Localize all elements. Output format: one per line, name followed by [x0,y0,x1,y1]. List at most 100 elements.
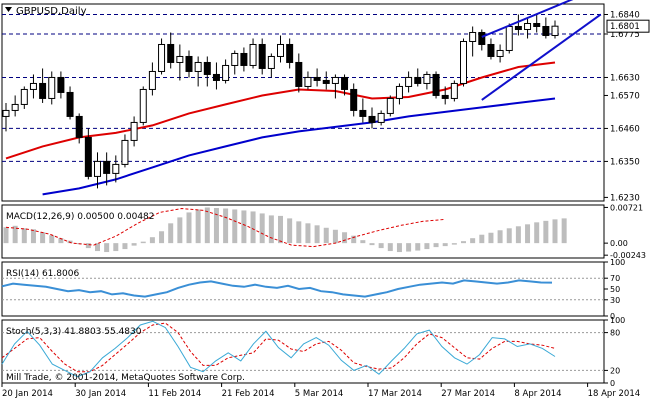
current-price-box [606,19,650,33]
candle-bull [249,43,257,66]
macd-histogram-bar [85,243,91,249]
candle-bear [103,160,111,174]
macd-histogram-bar [95,243,100,252]
macd-histogram-bar [332,229,338,244]
candle-bull [395,85,403,99]
candle-bear [341,76,349,90]
candle-bear [542,25,550,36]
rsi-line [1,279,553,298]
macd-histogram-bar [323,227,329,244]
macd-histogram-bar [58,238,64,244]
price-tick-label: 1.6230 [610,193,640,203]
macd-histogram-bar [168,223,174,244]
macd-histogram-bar [104,243,110,253]
candle-bear [441,94,449,99]
candle-bear [203,61,211,75]
macd-histogram-bar [250,211,256,244]
macd-histogram-bar [461,241,466,244]
macd-histogram-bar [140,241,146,244]
candle-bear [432,73,440,96]
candle-bull [524,22,532,30]
stoch-panel: 100 80 20 0 [1,316,625,388]
candle-bull [331,76,339,84]
candle-bull [505,25,513,51]
macd-histogram-bar [360,240,366,244]
candle-bull [222,64,230,81]
candle-bull [20,88,28,105]
time-tick-label: 27 Mar 2014 [441,389,495,399]
chart-menu-triangle-icon[interactable] [5,7,12,12]
candle-bull [377,112,385,123]
macd-histogram-bar [488,232,494,244]
time-tick-label: 17 Mar 2014 [368,389,422,399]
stoch-main-line [1,320,556,378]
candle-bear [66,91,74,117]
candle-bear [39,82,47,99]
candle-bear [359,109,367,117]
candle-bull [48,76,56,99]
candle-bear [258,43,266,69]
candle-bear [75,115,83,138]
candle-bull [29,82,37,90]
macd-histogram-bar [30,229,36,244]
candle-bull [121,139,129,165]
macd-histogram-bar [387,243,393,252]
macd-histogram-bar [213,207,219,244]
candle-bear [295,61,303,87]
rsi-tick-label: 50 [610,285,620,294]
macd-histogram-bar [525,224,531,244]
macd-label: MACD(12,26,9) 0.00500 0.00482 [6,212,155,222]
macd-histogram-bar [451,243,457,245]
rsi-tick-label: 100 [610,258,625,267]
candle-bull [469,31,477,42]
macd-histogram-bar [305,223,311,244]
time-tick-label: 11 Feb 2014 [148,389,201,399]
macd-histogram-bar [113,243,119,252]
macd-histogram-bar [552,219,558,244]
candle-bull [450,82,458,99]
macd-histogram-bar [259,213,265,244]
macd-histogram-bar [223,208,229,244]
price-tick-label: 1.6570 [610,91,640,101]
copyright-footer: Mill Trade, © 2001-2014, MetaQuotes Soft… [6,373,245,383]
candle-bull [94,160,101,177]
stoch-tick-label: 20 [610,366,620,375]
macd-histogram-bar [351,235,357,244]
candle-bear [533,22,541,27]
candle-bear [414,76,422,84]
macd-histogram-bar [424,243,430,250]
stoch-tick-label: 80 [610,329,620,338]
macd-tick-label: 0.00721 [610,203,643,212]
price-tick-label: 1.6630 [610,73,640,83]
macd-histogram-bar [396,243,402,253]
candle-bull [176,55,184,63]
price-tick-label: 1.6840 [610,10,640,20]
macd-histogram-bar [149,237,155,244]
candle-bull [460,40,467,84]
ma-slow-line [42,97,556,196]
macd-histogram-bar [186,212,192,244]
stoch-label: Stoch(5,3,3) 41.8803 55.4830 [6,327,142,337]
time-tick-label: 18 Apr 2014 [588,389,641,399]
candle-bull [139,88,147,123]
macd-histogram-bar [159,231,165,244]
macd-histogram-bar [415,243,421,251]
candle-bull [112,163,120,174]
candle-bear [212,73,220,81]
price-tick-label: 1.6775 [610,30,640,40]
macd-histogram-bar [49,235,55,244]
candle-bull [386,97,394,114]
macd-histogram-bar [232,209,238,244]
stoch-signal-line [1,322,556,373]
macd-histogram-bar [342,232,348,244]
time-tick-label: 5 Mar 2014 [295,389,343,399]
candle-bull [267,55,275,69]
macd-histogram-bar [3,227,9,244]
candle-bull [11,103,19,111]
rsi-tick-label: 0 [610,312,615,321]
price-panel: 1.6840 1.6775 1.6630 1.6570 1.6460 1.6350 1.62… [1,0,650,203]
candle-bear [322,79,330,84]
macd-histogram-bar [12,225,18,244]
time-tick-label: 8 Apr 2014 [514,389,561,399]
